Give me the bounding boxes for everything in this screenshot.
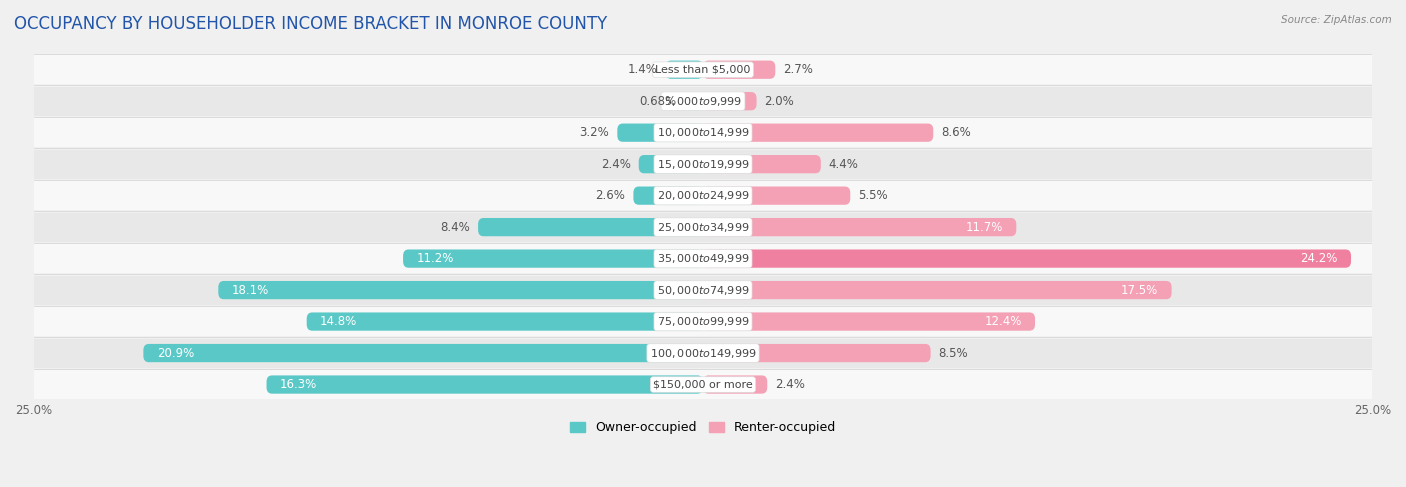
Text: 2.6%: 2.6%: [596, 189, 626, 202]
FancyBboxPatch shape: [478, 218, 703, 236]
Text: 8.4%: 8.4%: [440, 221, 470, 234]
FancyBboxPatch shape: [703, 344, 931, 362]
Bar: [34, 55, 1372, 84]
FancyBboxPatch shape: [685, 92, 703, 111]
Text: $100,000 to $149,999: $100,000 to $149,999: [650, 347, 756, 359]
FancyBboxPatch shape: [633, 187, 703, 205]
Bar: [34, 276, 1372, 304]
Text: $20,000 to $24,999: $20,000 to $24,999: [657, 189, 749, 202]
Text: 0.68%: 0.68%: [640, 94, 676, 108]
Text: $75,000 to $99,999: $75,000 to $99,999: [657, 315, 749, 328]
Text: $5,000 to $9,999: $5,000 to $9,999: [664, 94, 742, 108]
FancyBboxPatch shape: [638, 155, 703, 173]
Text: 2.4%: 2.4%: [775, 378, 806, 391]
FancyBboxPatch shape: [703, 313, 1035, 331]
Text: Source: ZipAtlas.com: Source: ZipAtlas.com: [1281, 15, 1392, 25]
Text: $10,000 to $14,999: $10,000 to $14,999: [657, 126, 749, 139]
FancyBboxPatch shape: [307, 313, 703, 331]
FancyBboxPatch shape: [703, 124, 934, 142]
Text: 11.7%: 11.7%: [966, 221, 1002, 234]
FancyBboxPatch shape: [703, 218, 1017, 236]
FancyBboxPatch shape: [218, 281, 703, 299]
FancyBboxPatch shape: [617, 124, 703, 142]
Text: 18.1%: 18.1%: [232, 283, 269, 297]
Bar: [34, 307, 1372, 336]
Text: 16.3%: 16.3%: [280, 378, 318, 391]
FancyBboxPatch shape: [703, 155, 821, 173]
Bar: [34, 213, 1372, 242]
FancyBboxPatch shape: [703, 92, 756, 111]
Text: 5.5%: 5.5%: [858, 189, 889, 202]
Text: 11.2%: 11.2%: [416, 252, 454, 265]
FancyBboxPatch shape: [703, 281, 1171, 299]
Text: $15,000 to $19,999: $15,000 to $19,999: [657, 158, 749, 170]
Bar: [34, 370, 1372, 399]
Text: $35,000 to $49,999: $35,000 to $49,999: [657, 252, 749, 265]
Text: 17.5%: 17.5%: [1121, 283, 1159, 297]
Text: 2.7%: 2.7%: [783, 63, 813, 76]
Bar: [34, 338, 1372, 368]
Text: 14.8%: 14.8%: [321, 315, 357, 328]
Text: OCCUPANCY BY HOUSEHOLDER INCOME BRACKET IN MONROE COUNTY: OCCUPANCY BY HOUSEHOLDER INCOME BRACKET …: [14, 15, 607, 33]
FancyBboxPatch shape: [665, 60, 703, 79]
Text: 1.4%: 1.4%: [627, 63, 658, 76]
FancyBboxPatch shape: [703, 375, 768, 393]
Text: Less than $5,000: Less than $5,000: [655, 65, 751, 75]
Text: 2.0%: 2.0%: [765, 94, 794, 108]
Bar: [34, 118, 1372, 147]
Bar: [34, 87, 1372, 116]
FancyBboxPatch shape: [703, 60, 775, 79]
Text: $25,000 to $34,999: $25,000 to $34,999: [657, 221, 749, 234]
Text: 8.6%: 8.6%: [942, 126, 972, 139]
FancyBboxPatch shape: [267, 375, 703, 393]
Text: 24.2%: 24.2%: [1301, 252, 1337, 265]
Text: 8.5%: 8.5%: [939, 347, 969, 359]
Bar: [34, 150, 1372, 179]
Text: 2.4%: 2.4%: [600, 158, 631, 170]
Text: 20.9%: 20.9%: [156, 347, 194, 359]
FancyBboxPatch shape: [703, 187, 851, 205]
Text: $150,000 or more: $150,000 or more: [654, 379, 752, 390]
Legend: Owner-occupied, Renter-occupied: Owner-occupied, Renter-occupied: [565, 416, 841, 439]
FancyBboxPatch shape: [404, 249, 703, 268]
Text: 4.4%: 4.4%: [830, 158, 859, 170]
Text: 3.2%: 3.2%: [579, 126, 609, 139]
Text: 12.4%: 12.4%: [984, 315, 1022, 328]
Text: $50,000 to $74,999: $50,000 to $74,999: [657, 283, 749, 297]
FancyBboxPatch shape: [143, 344, 703, 362]
FancyBboxPatch shape: [703, 249, 1351, 268]
Bar: [34, 244, 1372, 273]
Bar: [34, 181, 1372, 210]
